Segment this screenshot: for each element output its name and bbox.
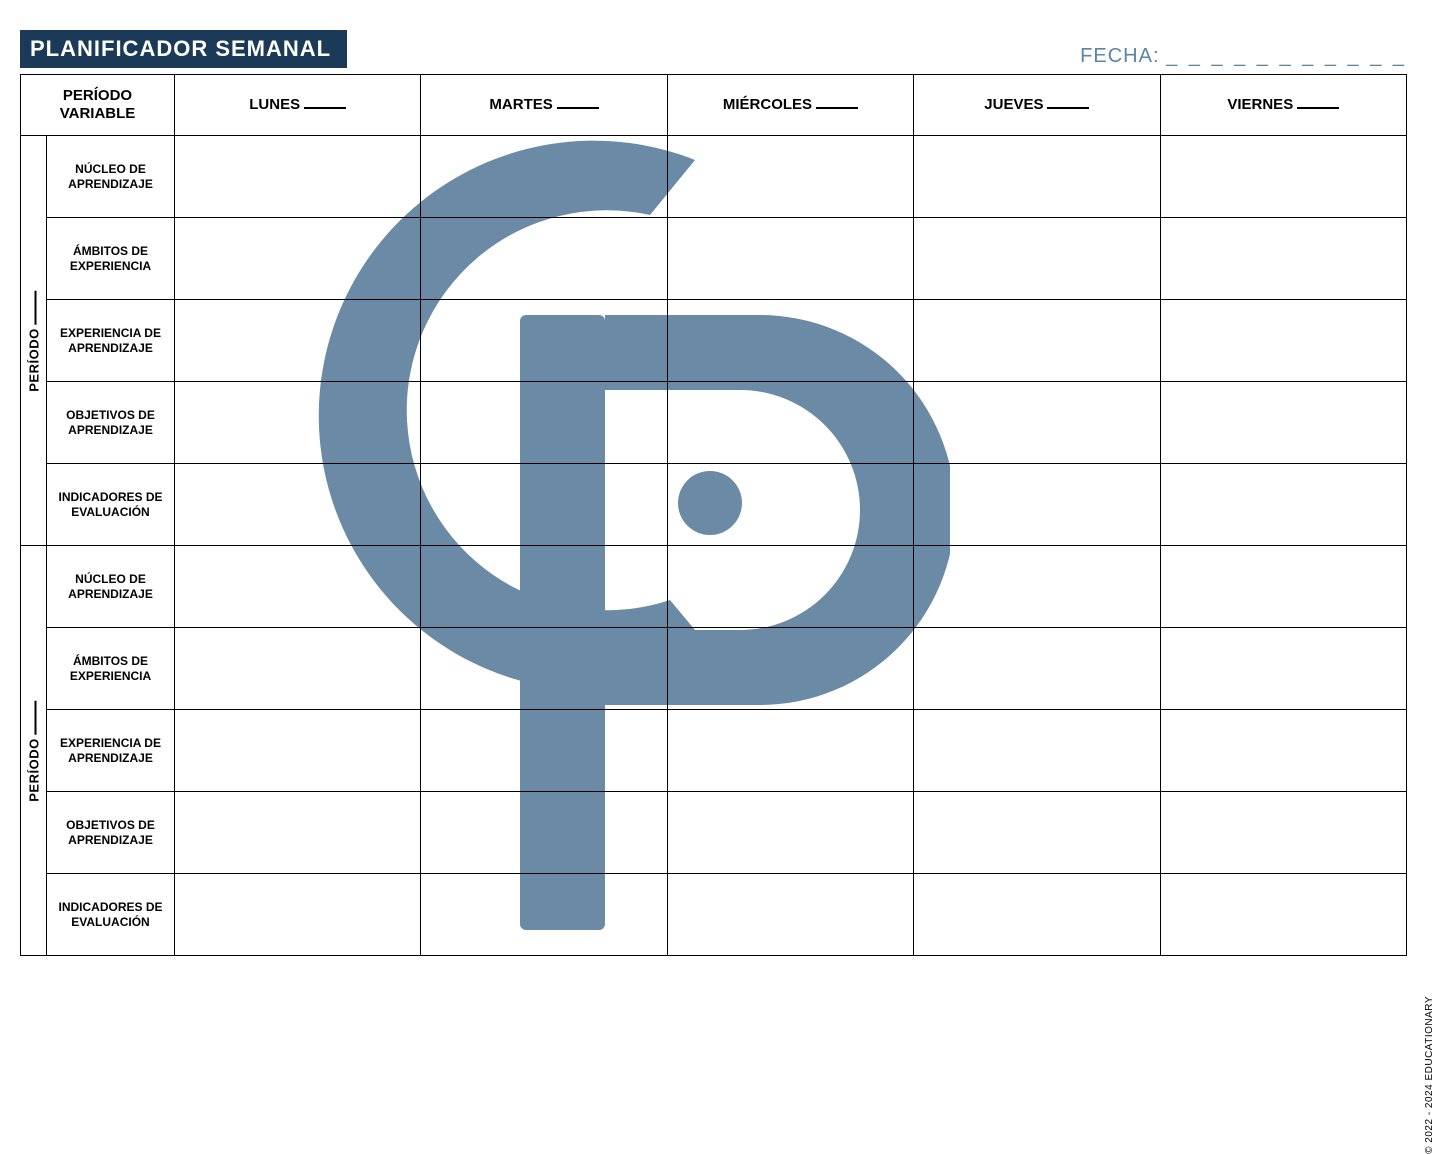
data-cell[interactable] xyxy=(421,628,667,710)
data-cell[interactable] xyxy=(914,382,1160,464)
data-cell[interactable] xyxy=(175,792,421,874)
table-row: INDICADORES DE EVALUACIÓN xyxy=(21,464,1407,546)
header-day-jueves: JUEVES xyxy=(914,75,1160,136)
data-cell[interactable] xyxy=(1160,628,1406,710)
row-label: INDICADORES DE EVALUACIÓN xyxy=(47,464,175,546)
data-cell[interactable] xyxy=(1160,300,1406,382)
data-cell[interactable] xyxy=(1160,382,1406,464)
data-cell[interactable] xyxy=(1160,218,1406,300)
data-cell[interactable] xyxy=(421,300,667,382)
data-cell[interactable] xyxy=(914,710,1160,792)
row-label: ÁMBITOS DE EXPERIENCIA xyxy=(47,628,175,710)
header-day-martes: MARTES xyxy=(421,75,667,136)
header-day-miercoles: MIÉRCOLES xyxy=(667,75,913,136)
fecha-blank: _ _ _ _ _ _ _ _ _ _ _ xyxy=(1166,45,1407,67)
data-cell[interactable] xyxy=(914,218,1160,300)
periodo-side-2: PERÍODO xyxy=(21,546,47,956)
table-row: ÁMBITOS DE EXPERIENCIA xyxy=(21,628,1407,710)
data-cell[interactable] xyxy=(175,710,421,792)
header-day-lunes: LUNES xyxy=(175,75,421,136)
planner-table: PERÍODO VARIABLE LUNES MARTES MIÉRCOLES … xyxy=(20,74,1407,956)
data-cell[interactable] xyxy=(175,874,421,956)
data-cell[interactable] xyxy=(914,546,1160,628)
row-label: EXPERIENCIA DE APRENDIZAJE xyxy=(47,710,175,792)
data-cell[interactable] xyxy=(421,546,667,628)
data-cell[interactable] xyxy=(667,382,913,464)
data-cell[interactable] xyxy=(1160,464,1406,546)
row-label: NÚCLEO DE APRENDIZAJE xyxy=(47,546,175,628)
table-row: PERÍODO NÚCLEO DE APRENDIZAJE xyxy=(21,546,1407,628)
data-cell[interactable] xyxy=(914,136,1160,218)
fecha-label: FECHA: _ _ _ _ _ _ _ _ _ _ _ xyxy=(1080,45,1407,68)
fecha-text: FECHA: xyxy=(1080,45,1159,67)
periodo-side-1: PERÍODO xyxy=(21,136,47,546)
data-cell[interactable] xyxy=(667,792,913,874)
data-cell[interactable] xyxy=(175,382,421,464)
data-cell[interactable] xyxy=(421,792,667,874)
data-cell[interactable] xyxy=(175,628,421,710)
data-cell[interactable] xyxy=(421,874,667,956)
data-cell[interactable] xyxy=(667,546,913,628)
data-cell[interactable] xyxy=(175,136,421,218)
data-cell[interactable] xyxy=(175,300,421,382)
data-cell[interactable] xyxy=(914,792,1160,874)
data-cell[interactable] xyxy=(1160,874,1406,956)
table-row: PERÍODO NÚCLEO DE APRENDIZAJE xyxy=(21,136,1407,218)
table-row: ÁMBITOS DE EXPERIENCIA xyxy=(21,218,1407,300)
data-cell[interactable] xyxy=(914,874,1160,956)
row-label: OBJETIVOS DE APRENDIZAJE xyxy=(47,382,175,464)
periodo-side-label: PERÍODO xyxy=(26,738,41,801)
periodo-side-label: PERÍODO xyxy=(26,328,41,391)
row-label: NÚCLEO DE APRENDIZAJE xyxy=(47,136,175,218)
row-label: ÁMBITOS DE EXPERIENCIA xyxy=(47,218,175,300)
data-cell[interactable] xyxy=(667,300,913,382)
data-cell[interactable] xyxy=(1160,546,1406,628)
data-cell[interactable] xyxy=(175,464,421,546)
data-cell[interactable] xyxy=(914,628,1160,710)
data-cell[interactable] xyxy=(667,464,913,546)
table-row: EXPERIENCIA DE APRENDIZAJE xyxy=(21,300,1407,382)
data-cell[interactable] xyxy=(421,464,667,546)
header-periodo-variable: PERÍODO VARIABLE xyxy=(21,75,175,136)
data-cell[interactable] xyxy=(914,464,1160,546)
data-cell[interactable] xyxy=(667,874,913,956)
data-cell[interactable] xyxy=(421,710,667,792)
page-title: PLANIFICADOR SEMANAL xyxy=(20,30,347,68)
row-label: EXPERIENCIA DE APRENDIZAJE xyxy=(47,300,175,382)
data-cell[interactable] xyxy=(667,136,913,218)
data-cell[interactable] xyxy=(1160,710,1406,792)
data-cell[interactable] xyxy=(667,710,913,792)
data-cell[interactable] xyxy=(421,382,667,464)
table-row: EXPERIENCIA DE APRENDIZAJE xyxy=(21,710,1407,792)
row-label: OBJETIVOS DE APRENDIZAJE xyxy=(47,792,175,874)
data-cell[interactable] xyxy=(914,300,1160,382)
data-cell[interactable] xyxy=(1160,136,1406,218)
table-row: INDICADORES DE EVALUACIÓN xyxy=(21,874,1407,956)
data-cell[interactable] xyxy=(1160,792,1406,874)
header-day-viernes: VIERNES xyxy=(1160,75,1406,136)
row-label: INDICADORES DE EVALUACIÓN xyxy=(47,874,175,956)
copyright-text: © 2022 - 2024 EDUCATIONARY xyxy=(1424,996,1435,1154)
table-row: OBJETIVOS DE APRENDIZAJE xyxy=(21,792,1407,874)
data-cell[interactable] xyxy=(421,218,667,300)
data-cell[interactable] xyxy=(667,628,913,710)
data-cell[interactable] xyxy=(175,546,421,628)
data-cell[interactable] xyxy=(421,136,667,218)
table-row: OBJETIVOS DE APRENDIZAJE xyxy=(21,382,1407,464)
table-header-row: PERÍODO VARIABLE LUNES MARTES MIÉRCOLES … xyxy=(21,75,1407,136)
data-cell[interactable] xyxy=(175,218,421,300)
data-cell[interactable] xyxy=(667,218,913,300)
